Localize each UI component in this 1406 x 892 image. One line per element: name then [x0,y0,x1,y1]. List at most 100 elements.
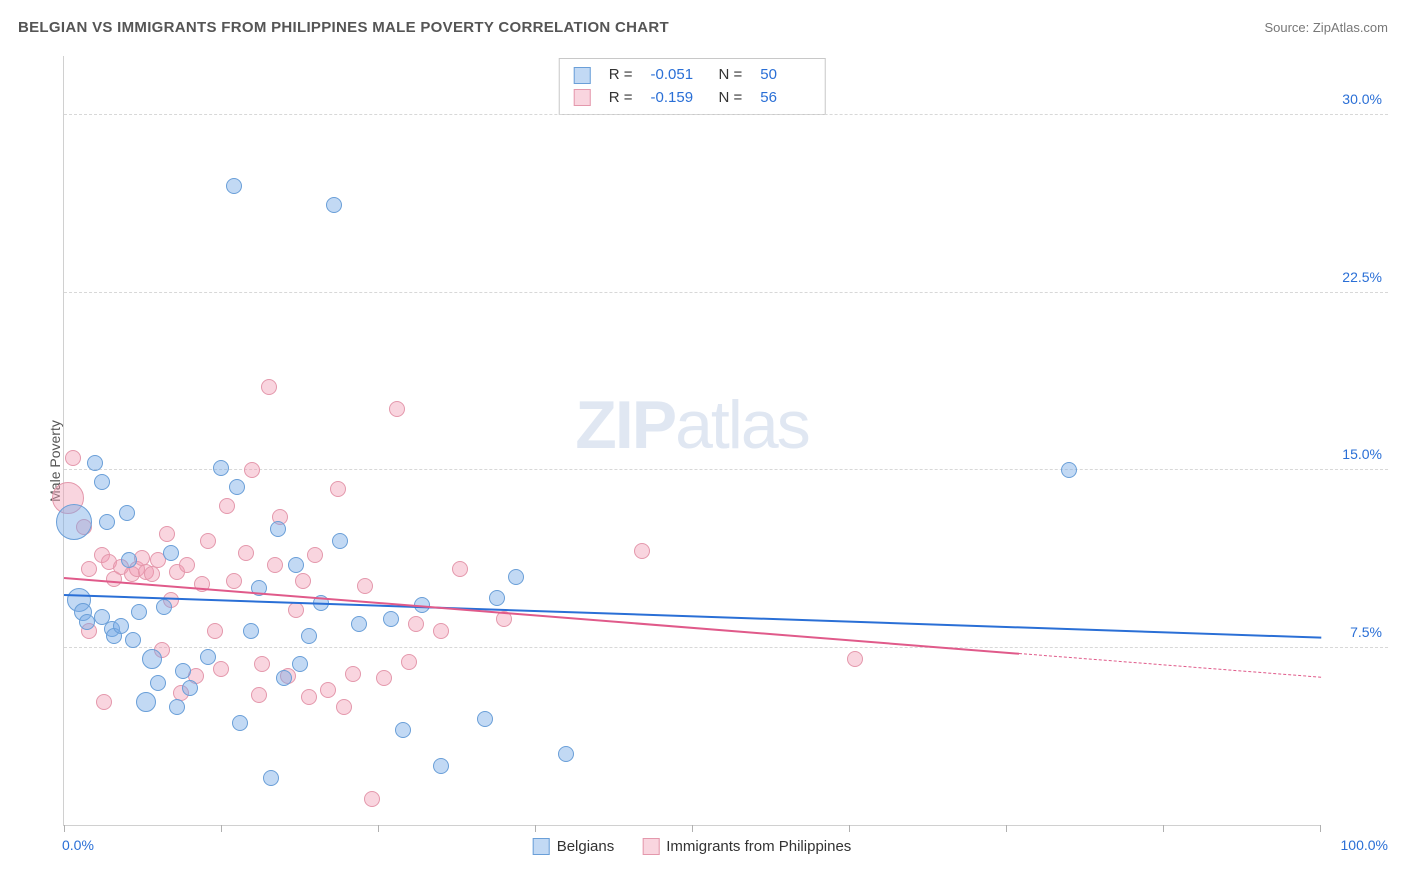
stat-n-value: 50 [760,64,810,87]
legend-label: Belgians [557,838,615,855]
stat-r-label: R = [609,64,633,87]
data-point [56,504,92,540]
data-point [243,623,259,639]
data-point [345,666,361,682]
data-point [847,651,863,667]
data-point [81,561,97,577]
data-point [477,711,493,727]
data-point [238,545,254,561]
plot-region: ZIPatlas R =-0.051N =50R =-0.159N =56 Be… [63,56,1320,826]
data-point [383,611,399,627]
data-point [244,462,260,478]
data-point [326,197,342,213]
data-point [452,561,468,577]
data-point [175,663,191,679]
data-point [219,498,235,514]
data-point [508,569,524,585]
x-tick [1163,825,1164,832]
data-point [292,656,308,672]
data-point [207,623,223,639]
data-point [364,791,380,807]
data-point [336,699,352,715]
data-point [401,654,417,670]
x-tick-label: 100.0% [1341,837,1388,853]
series-legend: Belgians Immigrants from Philippines [533,838,852,855]
legend-swatch [574,89,591,106]
data-point [179,557,195,573]
data-point [169,699,185,715]
data-point [307,547,323,563]
legend-swatch [574,67,591,84]
data-point [150,675,166,691]
x-tick [1320,825,1321,832]
y-tick-label: 22.5% [1342,269,1382,285]
data-point [131,604,147,620]
legend-swatch [642,838,659,855]
y-tick-label: 30.0% [1342,91,1382,107]
data-point [94,474,110,490]
x-tick [692,825,693,832]
data-point [79,614,95,630]
data-point [182,680,198,696]
data-point [267,557,283,573]
x-tick [849,825,850,832]
data-point [232,715,248,731]
data-point [136,692,156,712]
data-point [121,552,137,568]
trendline-dashed [1019,653,1321,678]
data-point [295,573,311,589]
chart-area: Male Poverty ZIPatlas R =-0.051N =50R =-… [18,48,1388,874]
data-point [301,689,317,705]
x-tick [378,825,379,832]
data-point [263,770,279,786]
gridline [64,469,1388,470]
data-point [226,573,242,589]
legend-swatch [533,838,550,855]
data-point [408,616,424,632]
data-point [251,687,267,703]
data-point [433,623,449,639]
legend-item: Belgians [533,838,615,855]
data-point [261,379,277,395]
data-point [144,566,160,582]
data-point [213,661,229,677]
gridline [64,292,1388,293]
stat-r-value: -0.051 [651,64,701,87]
data-point [159,526,175,542]
watermark: ZIPatlas [575,386,808,464]
data-point [87,455,103,471]
data-point [634,543,650,559]
data-point [65,450,81,466]
y-tick-label: 7.5% [1350,624,1382,640]
chart-title: BELGIAN VS IMMIGRANTS FROM PHILIPPINES M… [18,19,669,36]
data-point [330,481,346,497]
data-point [99,514,115,530]
data-point [320,682,336,698]
data-point [200,533,216,549]
data-point [200,649,216,665]
header: BELGIAN VS IMMIGRANTS FROM PHILIPPINES M… [18,12,1388,42]
data-point [163,545,179,561]
data-point [96,694,112,710]
data-point [226,178,242,194]
data-point [332,533,348,549]
legend-label: Immigrants from Philippines [666,838,851,855]
legend-item: Immigrants from Philippines [642,838,851,855]
data-point [357,578,373,594]
x-tick [64,825,65,832]
gridline [64,647,1388,648]
data-point [125,632,141,648]
data-point [213,460,229,476]
data-point [254,656,270,672]
data-point [376,670,392,686]
source-link[interactable]: ZipAtlas.com [1313,20,1388,35]
stat-n-label: N = [719,64,743,87]
data-point [113,618,129,634]
source-label: Source: ZipAtlas.com [1264,20,1388,35]
data-point [433,758,449,774]
stats-row: R =-0.159N =56 [574,87,811,110]
data-point [351,616,367,632]
data-point [395,722,411,738]
x-tick-label: 0.0% [62,837,94,853]
stat-n-label: N = [719,87,743,110]
